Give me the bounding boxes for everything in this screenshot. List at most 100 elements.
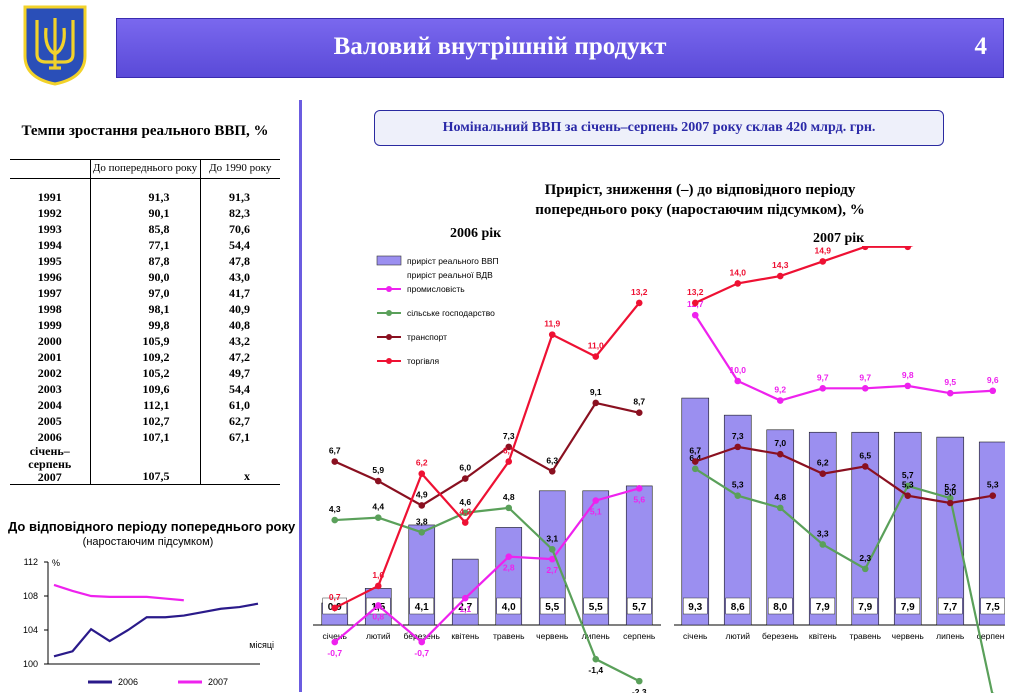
series-point (461, 594, 469, 602)
series-point (635, 299, 643, 307)
series-data-label: 0,8 (372, 611, 384, 621)
cell-year: 1992 (10, 205, 91, 221)
series-point (861, 565, 869, 573)
mini-y-tick-label: 104 (23, 625, 38, 635)
x-tick-label: січень (683, 631, 708, 641)
table-header-year (10, 159, 91, 179)
bar-gdp (978, 441, 1005, 626)
table-row: січень– серпень 2007 107,5 х (10, 445, 280, 485)
series-point (776, 272, 784, 280)
mini-y-tick-label: 108 (23, 591, 38, 601)
series-point (418, 470, 426, 478)
cell-1990: 70,6 (229, 222, 250, 236)
series-data-label: 2,3 (859, 553, 871, 563)
x-tick-label: червень (536, 631, 569, 641)
series-data-label: 5,7 (902, 470, 914, 480)
mini-chart-subtitle: (наростаючим підсумком) (82, 536, 214, 548)
series-point (635, 677, 643, 685)
series-data-label: 2,8 (503, 563, 515, 573)
cell-prev: 87,8 (90, 253, 201, 269)
series-point (548, 555, 556, 563)
cell-year: 1995 (10, 253, 91, 269)
series-data-label: 5,1 (590, 507, 602, 517)
cell-year: 2000 (10, 333, 91, 349)
bar-gdp (936, 436, 965, 626)
series-data-label: 6,2 (416, 458, 428, 468)
series-point (776, 450, 784, 458)
series-data-label: 6,5 (859, 450, 871, 460)
legend-swatch-point (386, 334, 392, 340)
series-point (691, 465, 699, 473)
cell-period-line: січень– (29, 444, 70, 458)
series-data-label: 2,7 (546, 565, 558, 575)
series-data-label: 9,7 (817, 372, 829, 382)
bar-data-label: 4,0 (502, 602, 516, 613)
series-data-label: 6,7 (329, 446, 341, 456)
mini-legend-label: 2006 (118, 677, 138, 687)
bar-data-label: 7,9 (901, 602, 915, 613)
cell-1990: 40,9 (229, 302, 250, 316)
cell-1990: 54,4 (229, 238, 250, 252)
series-data-label: 3,1 (546, 533, 558, 543)
series-data-label: 0,7 (329, 592, 341, 602)
cell-prev: 109,6 (90, 381, 201, 397)
cell-prev: 107,1 (90, 429, 201, 445)
series-point (861, 463, 869, 470)
cell-1990: 62,7 (229, 414, 250, 428)
table-header-1990: До 1990 року (200, 159, 280, 179)
legend-swatch-point (386, 358, 392, 364)
series-point (331, 458, 339, 465)
series-point (461, 475, 469, 482)
cell-year: 2005 (10, 413, 91, 429)
main-bar-line-chart: 0,9січень1,5лютий4,1березень2,7квітень4,… (313, 246, 1005, 693)
x-tick-label: серпень (977, 631, 1005, 641)
cell-1990: 67,1 (229, 430, 250, 444)
series-point (734, 443, 742, 451)
series-data-label: 4,6 (459, 497, 471, 507)
x-tick-label: травень (493, 631, 525, 641)
series-point (331, 638, 339, 646)
table-row: 1991 91,3 91,3 (10, 178, 280, 205)
cell-prev: 77,1 (90, 237, 201, 253)
cell-prev: 98,1 (90, 301, 201, 317)
series-point (374, 582, 382, 590)
series-data-label: 3,8 (416, 516, 428, 526)
cell-1990: 54,4 (229, 382, 250, 396)
series-point (819, 541, 827, 548)
table-row: 1999 99,8 40,8 (10, 317, 280, 333)
bar-gdp (681, 397, 710, 626)
series-point (776, 504, 784, 512)
x-tick-label: лютий (725, 631, 750, 641)
series-point (946, 389, 954, 397)
legend-swatch-point (386, 310, 392, 316)
series-point (331, 604, 339, 612)
cell-1990: 47,2 (229, 350, 250, 364)
vertical-divider (299, 100, 302, 692)
table-row: 2001 109,2 47,2 (10, 349, 280, 365)
series-point (505, 443, 513, 451)
x-tick-label: липень (936, 631, 965, 641)
series-line (334, 487, 640, 644)
x-tick-label: квітень (809, 631, 837, 641)
cell-prev: 105,9 (90, 333, 201, 349)
bar-gdp (766, 429, 795, 626)
bar-label-box (725, 597, 750, 615)
series-point (861, 385, 869, 392)
year-label-2007: 2007 рік (813, 231, 865, 246)
cell-1990: 82,3 (229, 206, 250, 220)
nominal-gdp-note: Номінальний ВВП за січень–серпень 2007 р… (374, 110, 944, 146)
table-row: 2002 105,2 49,7 (10, 365, 280, 381)
cell-year: 2004 (10, 397, 91, 413)
x-tick-label: травень (849, 631, 881, 641)
cell-1990: 47,8 (229, 254, 250, 268)
series-data-label: 14,0 (729, 267, 746, 277)
series-data-label: -0,7 (327, 648, 342, 658)
series-data-label: 8,7 (633, 397, 645, 407)
series-data-label: 5,3 (987, 480, 999, 490)
table-row: 2003 109,6 54,4 (10, 381, 280, 397)
cell-1990: 43,0 (229, 270, 250, 284)
series-data-label: 7,3 (503, 431, 515, 441)
series-data-label: 4,4 (372, 502, 384, 512)
mini-y-tick-label: 112 (24, 557, 38, 567)
series-point (635, 485, 643, 492)
